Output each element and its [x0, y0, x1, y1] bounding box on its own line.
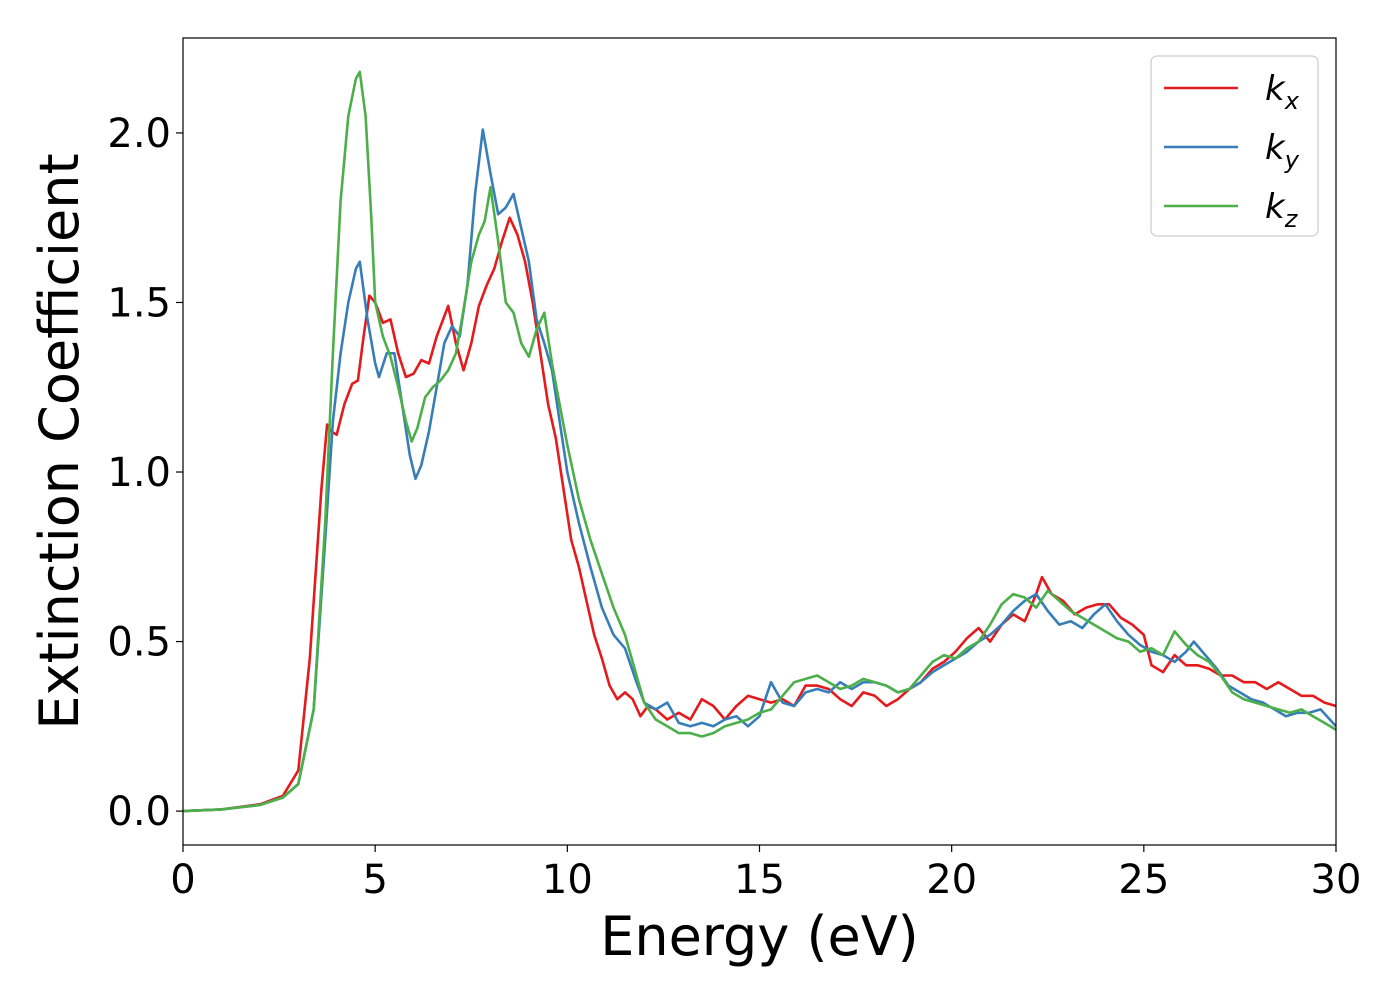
x-tick-label: 10: [542, 857, 593, 903]
series-line-kz: [183, 70, 1336, 813]
y-tick-label: 0.0: [107, 789, 171, 835]
y-tick-label: 1.5: [107, 280, 171, 326]
x-tick-label: 20: [926, 857, 977, 903]
series-line-ky: [183, 128, 1336, 813]
x-tick-label: 25: [1118, 857, 1169, 903]
x-tick-label: 5: [362, 857, 387, 903]
x-tick-label: 30: [1311, 857, 1362, 903]
series-line-kx: [183, 216, 1336, 813]
series-layer: [183, 70, 1336, 813]
y-tick-label: 1.0: [107, 450, 171, 496]
x-tick-label: 15: [734, 857, 785, 903]
legend: kx ky kz: [1150, 55, 1319, 237]
legend-label-kx: kx: [1265, 69, 1300, 115]
legend-label-kz: kz: [1265, 187, 1299, 233]
x-axis-ticks: 0 5 10 15 20 25 30: [170, 845, 1361, 903]
y-tick-label: 0.5: [107, 620, 171, 666]
y-tick-label: 2.0: [107, 111, 171, 157]
y-axis-label: Extinction Coefficient: [28, 153, 91, 729]
x-axis-label: Energy (eV): [600, 905, 919, 968]
y-axis-ticks: 0.0 0.5 1.0 1.5 2.0: [107, 111, 183, 835]
x-tick-label: 0: [170, 857, 195, 903]
legend-label-ky: ky: [1265, 128, 1300, 174]
